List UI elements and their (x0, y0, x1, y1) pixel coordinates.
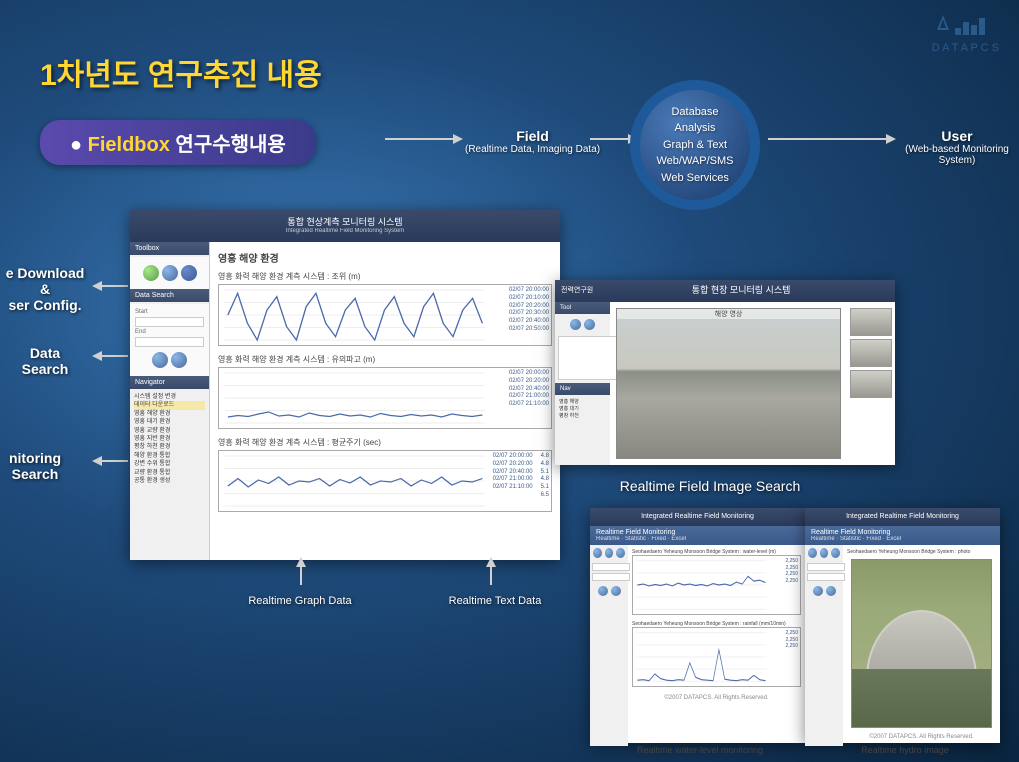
thumbnail-list[interactable] (847, 302, 895, 465)
input[interactable] (807, 573, 845, 581)
side-label-monitoring: nitoring Search (0, 450, 70, 482)
search-btn[interactable] (152, 352, 168, 368)
tool-btn[interactable] (162, 265, 178, 281)
arrow-icon (385, 138, 455, 140)
side-label-download: e Download & ser Config. (0, 265, 90, 313)
start-input[interactable] (135, 317, 204, 327)
window-header: Integrated Realtime Field Monitoring (805, 508, 1000, 526)
timestamp-col: 02/07 20:00:0002/07 20:10:0002/07 20:20:… (509, 287, 549, 334)
arrow-icon (590, 138, 630, 140)
tool-btn[interactable] (593, 548, 602, 558)
thumbnail[interactable] (850, 339, 892, 367)
end-input[interactable] (135, 337, 204, 347)
flow-user: User(Web-based Monitoring System) (895, 128, 1019, 166)
input[interactable] (807, 563, 845, 571)
flow-center-circle: DatabaseAnalysisGraph & TextWeb/WAP/SMSW… (630, 80, 760, 210)
screenshot-main: 통합 현상계측 모니터링 시스템Integrated Realtime Fiel… (130, 210, 560, 560)
tool-btn[interactable] (808, 548, 817, 558)
caption-hydro: Realtime hydro image (810, 745, 1000, 755)
screenshot-hydro: Integrated Realtime Field Monitoring Rea… (805, 508, 1000, 743)
input[interactable] (592, 563, 630, 571)
reset-btn[interactable] (171, 352, 187, 368)
chart-2: 영흥 화력 해양 환경 계측 시스템 : 유의파고 (m) 02/07 20:0… (218, 354, 552, 429)
chart: 2,2502,2502,2502,250 (632, 555, 801, 615)
section-title: 영흥 해양 환경 (218, 250, 552, 265)
nav-tree[interactable]: 시스템 설정 변경 데이터 다운로드 영흥 해양 환경영흥 대기 환경영흥 교량… (130, 391, 209, 487)
footer: ©2007 DATAPCS. All Rights Reserved. (847, 732, 996, 742)
tool-btn[interactable] (605, 548, 614, 558)
tool-btn[interactable] (584, 319, 595, 330)
arrow-icon (490, 565, 492, 585)
tool-btn[interactable] (831, 548, 840, 558)
caption-graph: Realtime Graph Data (220, 595, 380, 607)
thumbnail[interactable] (850, 370, 892, 398)
caption-image: Realtime Field Image Search (580, 478, 840, 494)
tool-btn[interactable] (813, 586, 823, 596)
tab-bar[interactable]: Realtime Field MonitoringRealtime · Stat… (805, 526, 1000, 545)
arrow-icon (768, 138, 888, 140)
tool-btn[interactable] (570, 319, 581, 330)
screenshot-waterlevel: Integrated Realtime Field Monitoring Rea… (590, 508, 805, 743)
panel-navigator[interactable]: Navigator (130, 376, 209, 389)
arrow-icon (100, 460, 128, 462)
chart-3: 영흥 화력 해양 환경 계측 시스템 : 평균주기 (sec) 02/07 20… (218, 437, 552, 512)
window-header: Integrated Realtime Field Monitoring (590, 508, 805, 526)
company-logo: D A T A P C S (932, 10, 999, 54)
section-pill: ● Fieldbox 연구수행내용 (40, 120, 316, 165)
tool-btn[interactable] (616, 548, 625, 558)
arrow-icon (100, 285, 128, 287)
screenshot-image: 전력연구원통합 현장 모니터링 시스템 Tool SMTWTFS12345678… (555, 280, 895, 465)
tab-bar[interactable]: Realtime Field MonitoringRealtime · Stat… (590, 526, 805, 545)
panel-toolbox[interactable]: Toolbox (130, 242, 209, 255)
tool-btn[interactable] (611, 586, 621, 596)
slide-title: 1차년도 연구추진 내용 (40, 50, 322, 94)
sidebar: Toolbox Data Search Start End Navigator … (130, 242, 210, 560)
chart: 2,2502,2502,250 (632, 627, 801, 687)
field-image: 해양 영상 (616, 308, 841, 459)
thumbnail[interactable] (850, 308, 892, 336)
flow-diagram: Field(Realtime Data, Imaging Data) Datab… (380, 80, 1019, 220)
input[interactable] (592, 573, 630, 581)
bridge-image (851, 559, 992, 728)
tool-btn[interactable] (820, 548, 829, 558)
flow-field: Field(Realtime Data, Imaging Data) (465, 128, 600, 155)
tool-btn[interactable] (598, 586, 608, 596)
tool-btn[interactable] (826, 586, 836, 596)
caption-text: Realtime Text Data (415, 595, 575, 607)
window-header: 통합 현상계측 모니터링 시스템Integrated Realtime Fiel… (130, 210, 560, 242)
chart-1: 영흥 화력 해양 환경 계측 시스템 : 조위 (m) 02/07 20:00:… (218, 271, 552, 346)
arrow-icon (300, 565, 302, 585)
tool-btn[interactable] (143, 265, 159, 281)
footer: ©2007 DATAPCS. All Rights Reserved. (632, 693, 801, 703)
side-label-search: Data Search (10, 345, 80, 377)
panel-search[interactable]: Data Search (130, 289, 209, 302)
caption-water: Realtime water-level monitoring (600, 745, 800, 755)
arrow-icon (100, 355, 128, 357)
window-header: 전력연구원통합 현장 모니터링 시스템 (555, 280, 895, 302)
tool-btn[interactable] (181, 265, 197, 281)
image-sidebar: Tool SMTWTFS1234567891011121314151617181… (555, 302, 610, 465)
